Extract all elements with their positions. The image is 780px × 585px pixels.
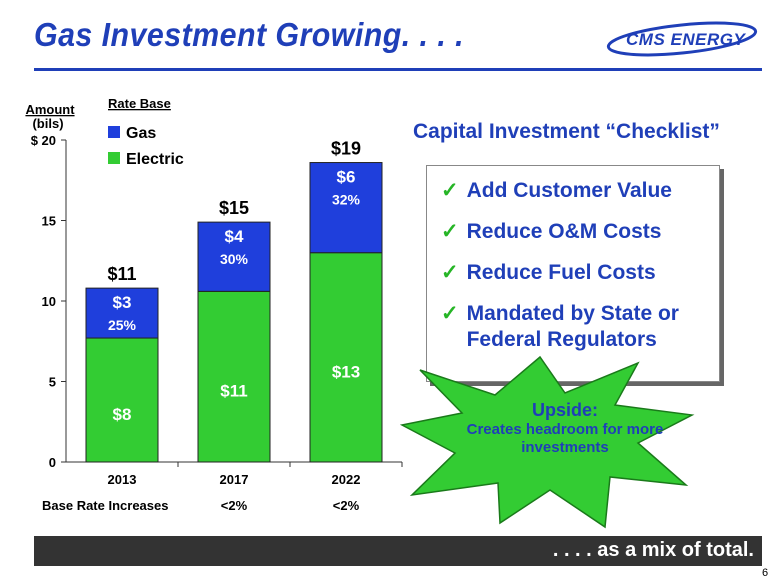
legend-label: Gas [126,125,156,142]
share-label: 32% [332,192,361,208]
legend-label: Electric [126,151,184,168]
y-axis-label: (bils) [32,116,63,131]
total-label: $15 [219,198,249,218]
bar-segment-electric [85,337,159,463]
slide-title: Gas Investment Growing. . . . [34,16,465,53]
data-label: $11 [220,382,247,401]
cms-energy-logo: CMS ENERGY [604,20,760,58]
bar-segment-gas [197,221,271,292]
upside-body: Creates headroom for more investments [466,421,664,456]
x-tick-label: 2013 [108,472,137,487]
total-label: $11 [107,264,136,284]
checklist-title: Capital Investment “Checklist” [413,120,720,143]
checkmark-icon: ✓ [441,261,459,284]
data-label: $3 [113,293,132,312]
checklist-item: ✓ Mandated by State or Federal Regulators [441,302,679,351]
data-label: $8 [113,405,132,424]
checkmark-icon: ✓ [441,302,459,325]
total-label: $19 [331,139,361,159]
bar-segment-gas [85,287,159,339]
data-label: $13 [332,362,360,381]
legend-swatch [108,126,120,138]
checklist-item: ✓ Reduce O&M Costs [441,220,662,243]
bar-segment-electric [309,252,383,463]
page-number: 6 [762,567,769,579]
share-label: 30% [220,251,249,267]
checkmark-icon: ✓ [441,179,459,202]
upside-title: Upside: [531,400,598,420]
y-tick-label: $ 20 [31,133,56,148]
x-tick-label: 2017 [220,472,249,487]
checklist-item: ✓ Reduce Fuel Costs [441,261,656,284]
footer-bar: . . . . as a mix of total. [34,536,762,566]
y-tick-label: 5 [49,375,56,390]
checklist-item: ✓ Add Customer Value [441,179,672,202]
upside-text: Upside: Creates headroom for more invest… [445,400,685,457]
y-tick-label: 10 [42,294,56,309]
rate-base-chart: 0 5 10 15 $ 20 Amount(bils) Rate Base Gas Electr… [25,96,403,513]
logo-swoosh-icon [606,21,758,57]
rate-increase-value: <2% [221,498,248,513]
data-label: $6 [337,168,356,187]
logo-text: CMS ENERGY [626,30,746,49]
y-axis-label: Amount [25,102,75,117]
footer-text: . . . . as a mix of total. [552,539,754,561]
checklist-box: ✓ Add Customer Value ✓ Reduce O&M Costs ✓ R… [426,165,720,382]
bar-segment-gas [309,162,383,254]
rate-increase-label: Base Rate Increases [42,498,168,513]
bar-segment-electric [197,290,271,463]
share-label: 25% [108,317,137,333]
legend-swatch [108,152,120,164]
rate-increase-value: <2% [333,498,360,513]
upside-starburst [400,355,695,529]
legend-title: Rate Base [108,96,171,111]
y-tick-label: 0 [49,455,56,470]
checkmark-icon: ✓ [441,220,459,243]
title-rule [34,68,762,71]
data-label: $4 [225,227,244,246]
x-tick-label: 2022 [332,472,361,487]
y-tick-label: 15 [42,214,56,229]
